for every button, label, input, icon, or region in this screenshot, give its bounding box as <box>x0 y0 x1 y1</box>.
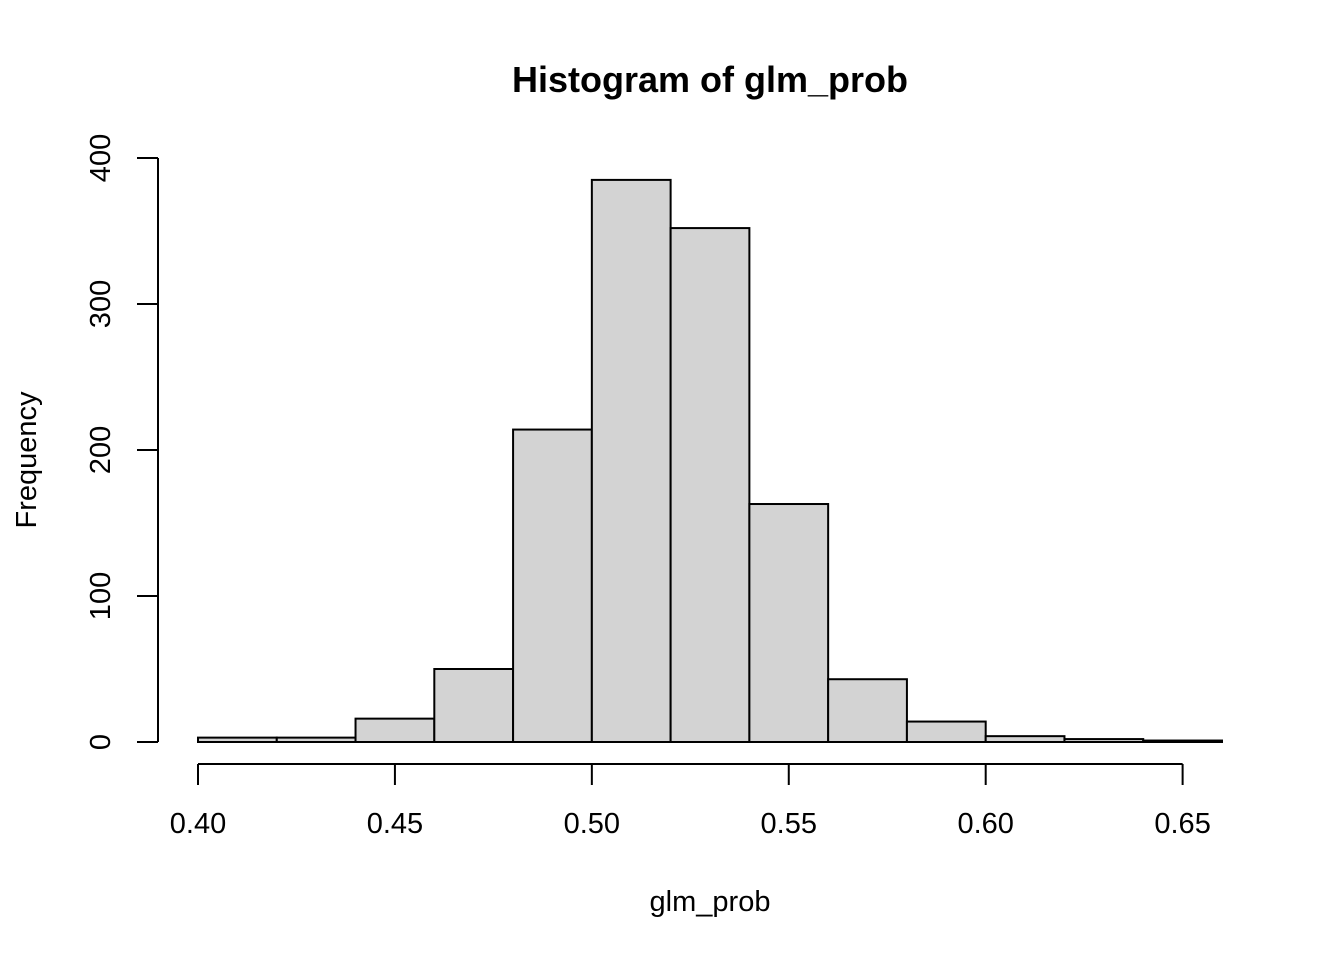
x-tick-label: 0.50 <box>564 808 620 840</box>
x-tick-label: 0.55 <box>761 808 817 840</box>
histogram-bar <box>827 678 908 743</box>
chart-title: Histogram of glm_prob <box>512 59 908 100</box>
x-tick-label: 0.65 <box>1154 808 1210 840</box>
bars-layer <box>197 178 1223 744</box>
histogram-bar <box>433 668 515 743</box>
histogram-bar <box>905 720 987 743</box>
x-tick-label: 0.40 <box>170 808 226 840</box>
histogram-bar <box>197 736 278 743</box>
y-axis: 0 100 200 300 400 <box>85 134 159 750</box>
histogram-bar <box>512 428 593 743</box>
x-tick-label: 0.45 <box>367 808 423 840</box>
histogram-bar <box>354 717 436 744</box>
y-axis-label: Frequency <box>11 391 43 529</box>
histogram-bar <box>1142 739 1223 743</box>
y-tick-label: 0 <box>85 734 117 750</box>
histogram-bar <box>590 178 672 743</box>
x-axis: 0.40 0.45 0.50 0.55 0.60 0.65 <box>170 763 1211 840</box>
histogram-bar <box>984 735 1066 743</box>
histogram-bar <box>1063 738 1145 744</box>
y-tick-label: 200 <box>85 426 117 474</box>
histogram-bar <box>275 736 357 743</box>
x-tick-label: 0.60 <box>957 808 1013 840</box>
y-tick-label: 100 <box>85 572 117 620</box>
x-axis-label: glm_prob <box>650 886 771 918</box>
y-tick-label: 400 <box>85 134 117 182</box>
histogram-bar <box>748 503 830 743</box>
histogram-bar <box>669 227 751 743</box>
y-tick-label: 300 <box>85 280 117 328</box>
